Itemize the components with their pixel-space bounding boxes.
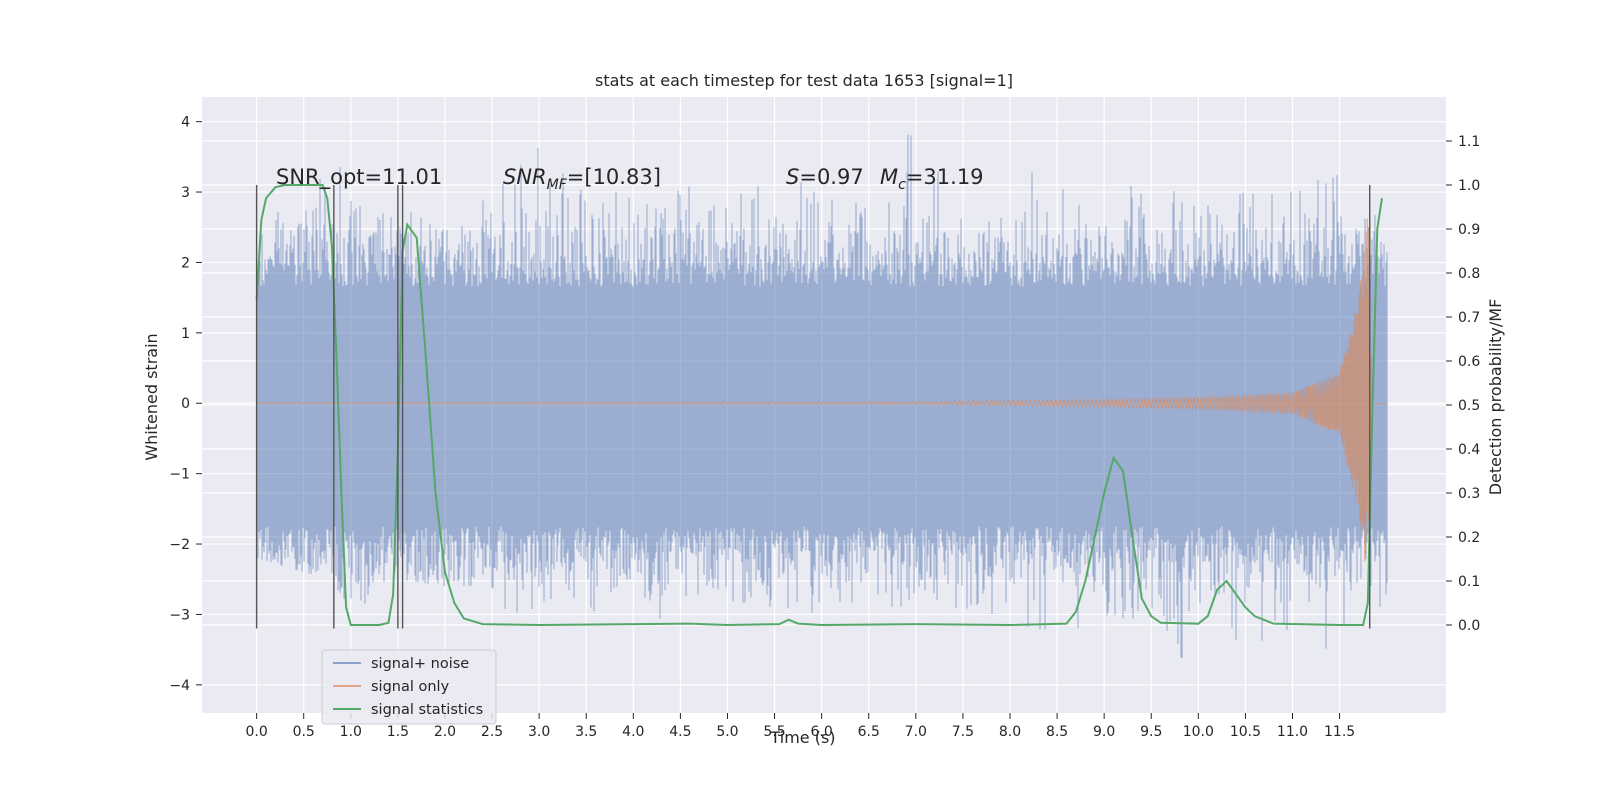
mc-annotation: Mc=31.19 xyxy=(880,165,984,193)
signal-only-line xyxy=(256,218,1387,562)
x-tick-label: 1.5 xyxy=(387,724,409,740)
vertical-markers xyxy=(255,185,1371,629)
x-axis-label: Time (s) xyxy=(769,728,835,747)
y-right-tick-label: 0.3 xyxy=(1458,486,1480,502)
snr-mf-value: =[10.83] xyxy=(567,165,661,189)
mc-subscript: c xyxy=(898,177,906,193)
x-tick-label: 5.5 xyxy=(763,724,785,740)
x-tick-label: 11.0 xyxy=(1277,724,1308,740)
x-tick-label: 11.5 xyxy=(1324,724,1355,740)
s-main: S xyxy=(786,165,799,189)
y-left-tick-label: 0 xyxy=(181,396,190,412)
x-tick-label: 0.5 xyxy=(293,724,315,740)
y-right-tick-label: 0.4 xyxy=(1458,442,1480,458)
x-tick-label: 7.0 xyxy=(905,724,927,740)
x-tick-label: 10.0 xyxy=(1183,724,1214,740)
y-left-tick-label: 3 xyxy=(181,185,190,201)
x-tick-label: 8.5 xyxy=(1046,724,1068,740)
y-left-tick-label: −1 xyxy=(169,467,190,483)
legend-label-signal-noise: signal+ noise xyxy=(371,656,469,672)
x-tick-label: 4.5 xyxy=(669,724,691,740)
x-tick-label: 6.0 xyxy=(811,724,833,740)
x-tick-label: 2.0 xyxy=(434,724,456,740)
y-right-tick-label: 1.1 xyxy=(1458,134,1480,150)
s-annotation: S=0.97 xyxy=(786,165,864,189)
snr-mf-main: SNR xyxy=(503,165,547,189)
y-right-tick-label: 0.8 xyxy=(1458,266,1480,282)
x-tick-label: 10.5 xyxy=(1230,724,1261,740)
mc-value: =31.19 xyxy=(906,165,984,189)
x-tick-label: 1.0 xyxy=(340,724,362,740)
snr-mf-subscript: MF xyxy=(547,177,568,193)
x-tick-label: 9.0 xyxy=(1093,724,1115,740)
x-tick-label: 4.0 xyxy=(622,724,644,740)
y-left-tick-label: −2 xyxy=(169,537,190,553)
y-left-tick-label: −4 xyxy=(169,678,190,694)
x-tick-label: 2.5 xyxy=(481,724,503,740)
x-tick-label: 7.5 xyxy=(952,724,974,740)
chart-title: stats at each timestep for test data 165… xyxy=(595,71,1013,90)
x-tick-label: 3.5 xyxy=(575,724,597,740)
y-left-tick-label: 2 xyxy=(181,255,190,271)
y-axis-right-ticks: 0.0 0.1 0.2 0.3 0.4 0.5 0.6 0.7 0.8 0.9 1.0 1.1 xyxy=(1446,134,1480,634)
y-left-tick-label: −3 xyxy=(169,607,190,623)
x-tick-label: 5.0 xyxy=(716,724,738,740)
snr-mf-annotation: SNRMF=[10.83] xyxy=(503,165,661,193)
legend-label-signal-only: signal only xyxy=(371,679,450,695)
y-left-tick-label: 1 xyxy=(181,326,190,342)
y-right-tick-label: 0.5 xyxy=(1458,398,1480,414)
signal-statistics-series xyxy=(255,184,1383,627)
y-right-tick-label: 0.9 xyxy=(1458,222,1480,238)
x-tick-label: 3.0 xyxy=(528,724,550,740)
y-right-tick-label: 0.6 xyxy=(1458,354,1480,370)
y-right-tick-label: 0.1 xyxy=(1458,574,1480,590)
s-value: =0.97 xyxy=(799,165,863,189)
legend: signal+ noise signal only signal statist… xyxy=(321,649,497,725)
y-right-tick-label: 0.0 xyxy=(1458,618,1480,634)
y-left-tick-label: 4 xyxy=(181,115,190,131)
y-axis-right-label: Detection probability/MF xyxy=(1486,299,1505,496)
x-tick-label: 6.5 xyxy=(858,724,880,740)
signal-statistics-line xyxy=(255,184,1383,627)
snr-opt-annotation: SNR_opt=11.01 xyxy=(276,165,442,190)
x-axis-ticks: 0.0 0.5 1.0 1.5 2.0 2.5 3.0 3.5 4.0 4.5 5.0 5.5 6.0 6… xyxy=(245,713,1355,740)
y-right-tick-label: 0.7 xyxy=(1458,310,1480,326)
x-tick-label: 0.0 xyxy=(245,724,267,740)
y-right-tick-label: 0.2 xyxy=(1458,530,1480,546)
y-axis-left-label: Whitened strain xyxy=(142,333,161,460)
legend-box xyxy=(321,649,497,725)
y-right-tick-label: 1.0 xyxy=(1458,178,1480,194)
x-tick-label: 8.0 xyxy=(999,724,1021,740)
y-axis-left-ticks: −4 −3 −2 −1 0 1 2 3 4 xyxy=(169,115,202,694)
mc-main: M xyxy=(880,165,898,189)
legend-label-signal-statistics: signal statistics xyxy=(371,702,483,718)
x-tick-label: 9.5 xyxy=(1140,724,1162,740)
signal-only-series xyxy=(256,218,1387,562)
